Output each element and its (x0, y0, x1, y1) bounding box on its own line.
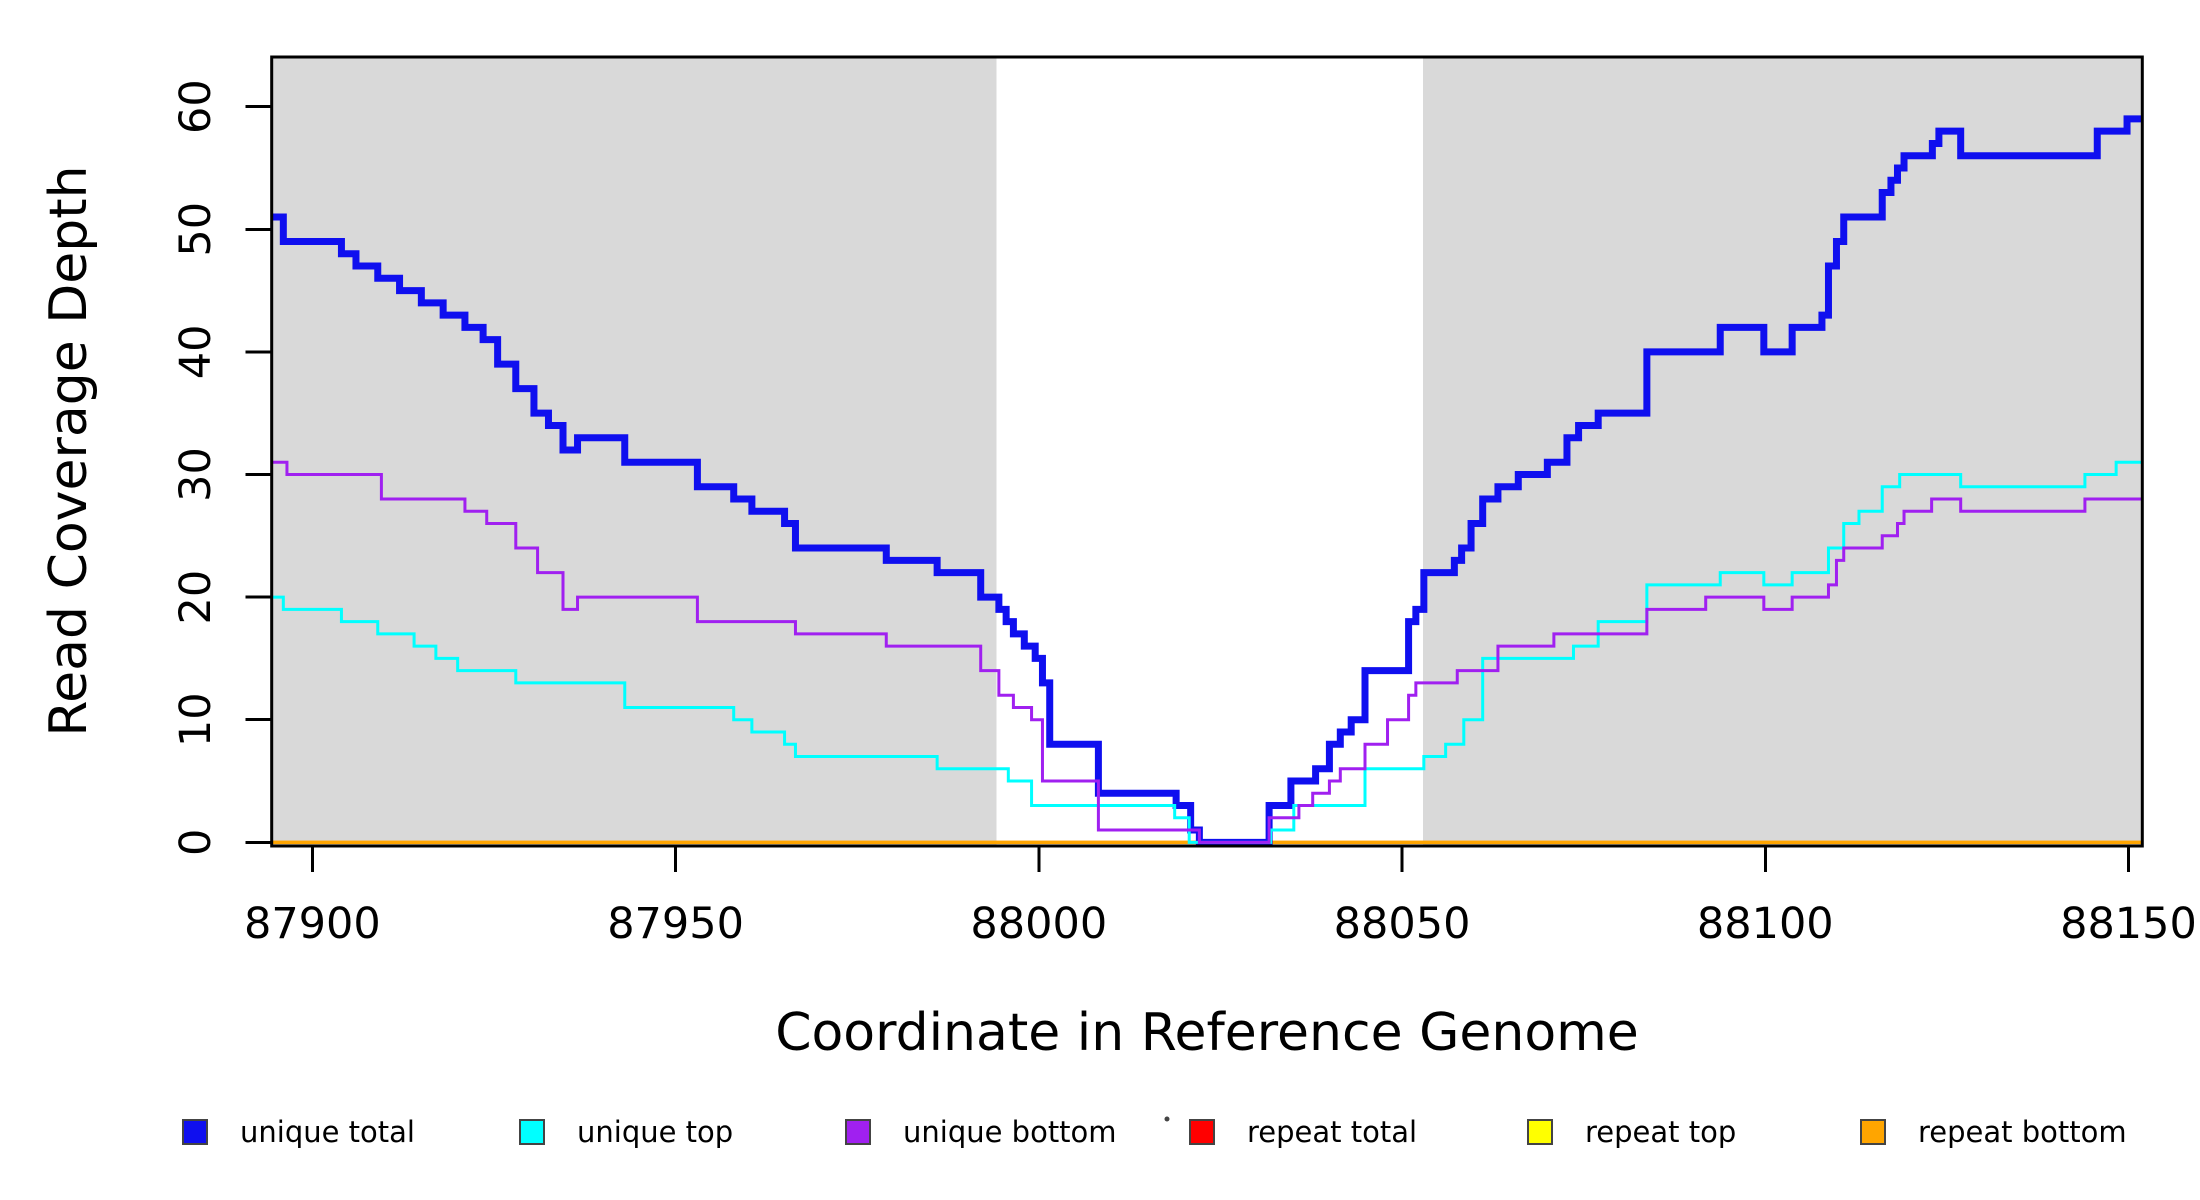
legend-swatch-repeat-top (1527, 1119, 1553, 1145)
legend-label-repeat-top: repeat top (1585, 1115, 1736, 1149)
y-tick-label: 30 (171, 447, 221, 502)
legend: unique total unique top unique bottom repea… (182, 1115, 2127, 1149)
series-lines (271, 115, 2143, 846)
y-tick-label: 0 (171, 829, 221, 856)
x-tick-label: 88000 (970, 899, 1107, 949)
legend-swatch-unique-top (519, 1119, 545, 1145)
legend-label-unique-top: unique top (577, 1115, 733, 1149)
x-tick-label: 88150 (2060, 899, 2197, 949)
legend-swatch-repeat-bottom (1860, 1119, 1886, 1145)
legend-label-unique-total: unique total (240, 1115, 415, 1149)
shaded-region-0 (271, 57, 997, 846)
shaded-region-1 (1423, 57, 2143, 846)
x-axis-ticks: 87900 87950 88000 88050 88100 88150 (244, 846, 2197, 949)
plot-border (270, 55, 2144, 848)
shaded-regions (271, 57, 2143, 846)
legend-swatch-unique-total (182, 1119, 208, 1145)
legend-item-unique-bottom: unique bottom (845, 1115, 1117, 1149)
y-axis-title: Read Coverage Depth (39, 165, 99, 736)
legend-item-repeat-total: repeat total (1189, 1115, 1417, 1149)
y-tick-label: 40 (171, 325, 221, 380)
legend-artifact-dot (1164, 1116, 1170, 1122)
series-line-unique-bottom (271, 460, 2143, 844)
legend-swatch-repeat-total (1189, 1119, 1215, 1145)
legend-item-repeat-top: repeat top (1527, 1115, 1736, 1149)
y-tick-label: 10 (171, 692, 221, 747)
legend-label-repeat-bottom: repeat bottom (1918, 1115, 2127, 1149)
x-tick-label: 87950 (607, 899, 744, 949)
y-tick-label: 20 (171, 570, 221, 625)
x-tick-label: 88050 (1334, 899, 1471, 949)
x-tick-label: 87900 (244, 899, 381, 949)
legend-label-repeat-total: repeat total (1247, 1115, 1417, 1149)
legend-label-unique-bottom: unique bottom (903, 1115, 1117, 1149)
legend-item-unique-top: unique top (519, 1115, 733, 1149)
y-tick-label: 50 (171, 202, 221, 257)
y-tick-label: 60 (171, 79, 221, 134)
legend-item-unique-total: unique total (182, 1115, 415, 1149)
x-axis-title: Coordinate in Reference Genome (775, 1003, 1639, 1063)
x-tick-label: 88100 (1697, 899, 1834, 949)
legend-item-repeat-bottom: repeat bottom (1860, 1115, 2127, 1149)
legend-swatch-unique-bottom (845, 1119, 871, 1145)
y-axis-ticks: 0 10 20 30 40 50 60 (171, 79, 272, 856)
series-line-unique-total (271, 115, 2143, 846)
series-line-unique-top (271, 460, 2143, 844)
